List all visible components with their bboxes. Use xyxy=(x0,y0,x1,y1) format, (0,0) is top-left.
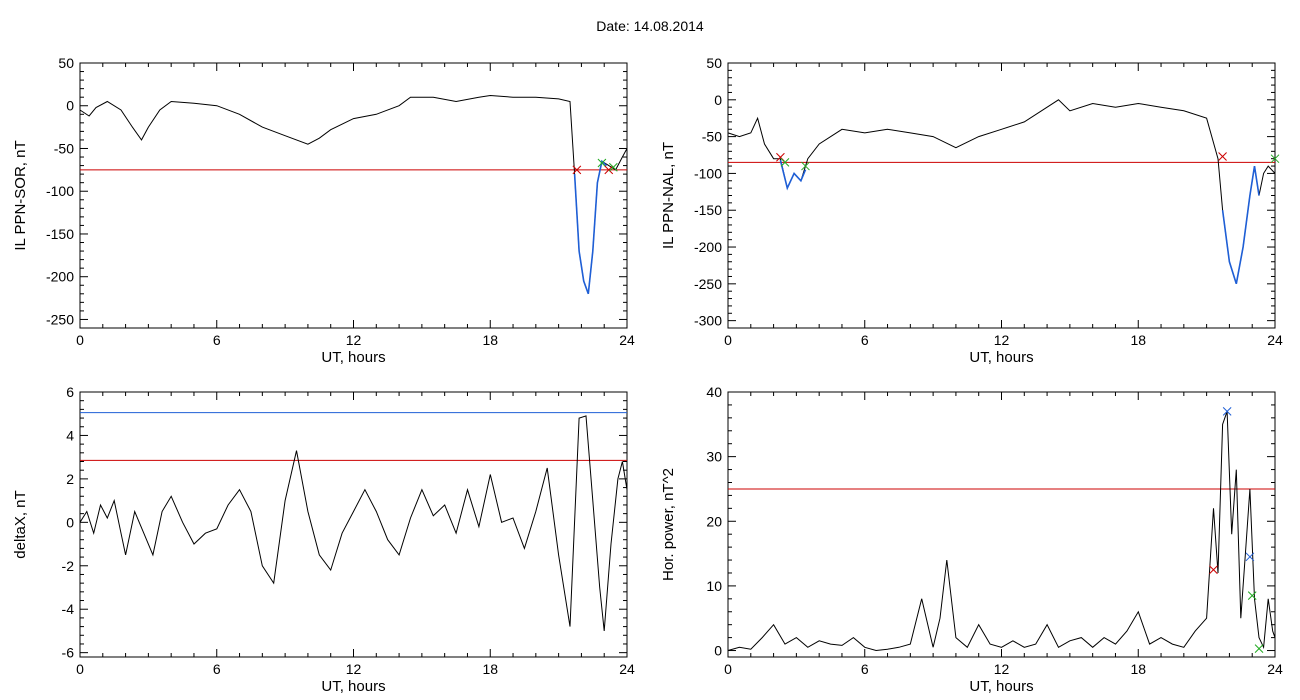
y-axis-label: Hor. power, nT^2 xyxy=(660,468,677,581)
plot-frame xyxy=(727,391,1276,658)
y-tick-label: -300 xyxy=(694,313,722,329)
series-line xyxy=(1221,165,1260,285)
x-marker xyxy=(1254,644,1264,653)
x-marker xyxy=(1247,591,1257,600)
y-tick-label: -200 xyxy=(694,239,722,255)
y-tick-label: 2 xyxy=(66,471,74,487)
x-tick-label: 12 xyxy=(994,661,1010,677)
x-marker-stroke xyxy=(1247,591,1257,600)
x-tick-label: 18 xyxy=(1130,332,1146,348)
x-tick-label: 12 xyxy=(346,661,362,677)
x-axis-label: UT, hours xyxy=(969,678,1033,695)
x-marker xyxy=(1209,565,1218,575)
x-tick-label: 12 xyxy=(994,332,1010,348)
x-marker-stroke xyxy=(1270,154,1280,164)
series-line xyxy=(727,99,1276,284)
x-tick-label: 0 xyxy=(76,661,84,677)
plot-frame xyxy=(79,391,628,658)
plot-frame xyxy=(727,62,1276,329)
y-tick-label: 20 xyxy=(706,513,722,529)
series-line xyxy=(573,159,608,295)
panel-4: 0 6 12 18 24 40 30 20 10 0 UT, hours Hor. power, nT… xyxy=(660,384,1283,695)
x-tick-label: 6 xyxy=(213,661,221,677)
x-marker-stroke xyxy=(608,162,618,172)
y-tick-label: 40 xyxy=(706,384,722,400)
x-tick-label: 24 xyxy=(619,332,635,348)
x-marker xyxy=(1270,154,1280,164)
x-tick-label: 0 xyxy=(76,332,84,348)
x-tick-label: 0 xyxy=(724,661,732,677)
plot-frame xyxy=(79,62,628,329)
x-tick-label: 18 xyxy=(482,332,498,348)
x-marker-stroke xyxy=(780,158,790,167)
x-axis-label: UT, hours xyxy=(969,349,1033,366)
y-tick-label: -100 xyxy=(46,183,74,199)
y-axis-label: deltaX, nT xyxy=(12,490,29,558)
y-axis-label: IL PPN-NAL, nT xyxy=(660,142,677,249)
y-tick-label: 10 xyxy=(706,578,722,594)
x-tick-label: 6 xyxy=(213,332,221,348)
x-marker xyxy=(1222,407,1232,416)
y-tick-label: -100 xyxy=(694,165,722,181)
x-tick-label: 24 xyxy=(1267,332,1283,348)
x-marker xyxy=(801,161,810,171)
x-marker xyxy=(1218,152,1227,161)
x-marker xyxy=(604,165,614,175)
series-line xyxy=(779,160,807,191)
x-marker xyxy=(597,158,607,168)
series-line xyxy=(79,415,628,631)
x-tick-label: 18 xyxy=(1130,661,1146,677)
panel-3: 0 6 12 18 24 6 4 2 0 -2 -4 -6 UT, hours deltaX, nT xyxy=(12,384,635,695)
x-marker-stroke xyxy=(801,161,810,171)
y-tick-label: -50 xyxy=(702,129,722,145)
y-tick-label: -150 xyxy=(46,226,74,242)
y-tick-label: 0 xyxy=(66,514,74,530)
x-marker xyxy=(780,158,790,167)
x-axis-label: UT, hours xyxy=(321,678,385,695)
x-marker-stroke xyxy=(604,165,614,175)
y-tick-label: -250 xyxy=(46,311,74,327)
x-tick-label: 12 xyxy=(346,332,362,348)
y-tick-label: -6 xyxy=(62,645,75,661)
x-marker-stroke xyxy=(1209,565,1218,575)
x-tick-label: 6 xyxy=(861,332,869,348)
figure-title: Date: 14.08.2014 xyxy=(596,18,704,34)
x-tick-label: 24 xyxy=(1267,661,1283,677)
y-tick-label: 0 xyxy=(714,643,722,659)
x-tick-label: 18 xyxy=(482,661,498,677)
x-marker xyxy=(608,162,618,172)
x-tick-label: 24 xyxy=(619,661,635,677)
y-tick-label: 30 xyxy=(706,449,722,465)
y-tick-label: 0 xyxy=(714,92,722,108)
y-tick-label: -2 xyxy=(62,558,75,574)
x-marker-stroke xyxy=(776,152,785,162)
x-marker-stroke xyxy=(1218,152,1227,161)
y-tick-label: -50 xyxy=(54,140,74,156)
y-axis-label: IL PPN-SOR, nT xyxy=(12,140,29,250)
y-tick-label: 6 xyxy=(66,384,74,400)
x-marker-stroke xyxy=(597,158,607,168)
y-tick-label: -4 xyxy=(62,601,75,617)
y-tick-label: 50 xyxy=(706,55,722,71)
y-tick-label: -250 xyxy=(694,276,722,292)
x-marker-stroke xyxy=(1254,644,1264,653)
y-tick-label: 50 xyxy=(58,55,74,71)
x-marker xyxy=(1245,552,1255,562)
panel-1: 0 6 12 18 24 50 0 -50 -100 -150 -200 -250 UT, hours I… xyxy=(12,55,635,366)
y-tick-label: -150 xyxy=(694,202,722,218)
panel-2: 0 6 12 18 24 50 0 -50 -100 -150 -200 -250 -300 UT, ho… xyxy=(660,55,1283,366)
x-marker-stroke xyxy=(1222,407,1232,416)
x-axis-label: UT, hours xyxy=(321,349,385,366)
y-tick-label: 4 xyxy=(66,427,74,443)
x-marker xyxy=(572,165,582,175)
x-tick-label: 0 xyxy=(724,332,732,348)
series-line xyxy=(727,411,1276,652)
x-marker-stroke xyxy=(572,165,582,175)
y-tick-label: 0 xyxy=(66,98,74,114)
series-line xyxy=(79,94,628,294)
x-marker-stroke xyxy=(1245,552,1255,562)
y-tick-label: -200 xyxy=(46,269,74,285)
x-tick-label: 6 xyxy=(861,661,869,677)
